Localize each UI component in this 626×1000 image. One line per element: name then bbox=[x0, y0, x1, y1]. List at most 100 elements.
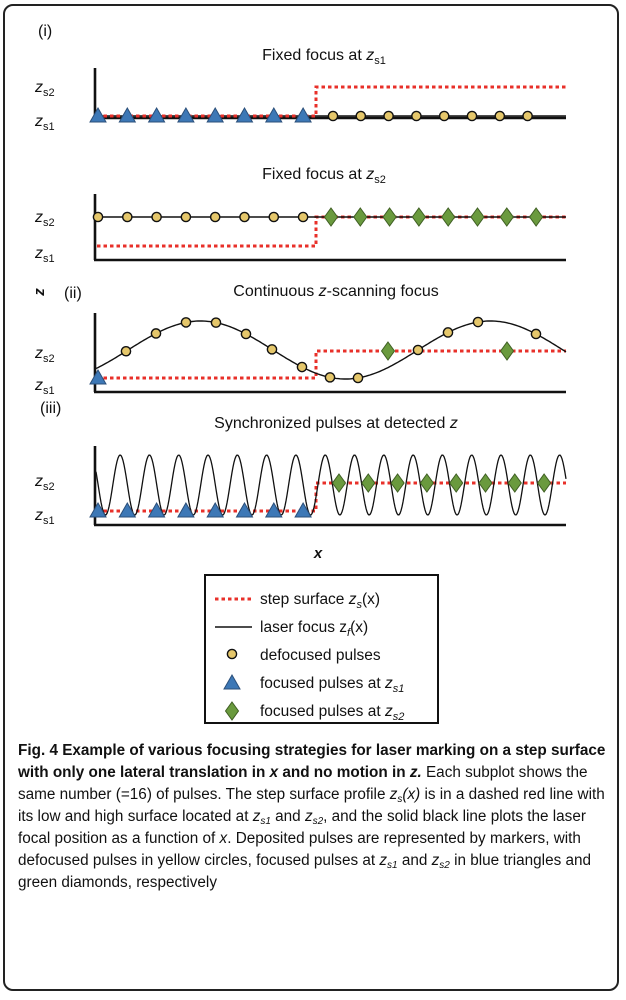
defocused-pulse-marker bbox=[442, 327, 454, 338]
focused-s2-pulse-marker bbox=[478, 473, 493, 493]
focused-s1-pulse-marker bbox=[294, 106, 312, 123]
focused-s1-pulse-marker bbox=[89, 368, 107, 385]
defocused-pulse-marker bbox=[266, 344, 278, 355]
panel-title-fixed-s2: Fixed focus at zs2 bbox=[262, 166, 386, 186]
tick-label-zs2: zs2 bbox=[34, 345, 55, 365]
focused-s2-pulse-marker bbox=[507, 473, 522, 493]
defocused-pulse-marker bbox=[151, 211, 162, 223]
x-axis-label: x bbox=[313, 545, 323, 562]
focused-s1-pulse-marker bbox=[294, 501, 312, 518]
focused-s2-pulse-marker bbox=[499, 341, 515, 361]
defocused-pulse-marker bbox=[268, 211, 280, 223]
defocused-pulse-marker bbox=[209, 211, 221, 223]
step-surface-line bbox=[97, 481, 566, 513]
panel-continuous-scanning: (ii) Continuous z-scanning focus zs2 zs1 bbox=[34, 283, 567, 397]
defocused-pulse-marker bbox=[383, 110, 394, 122]
defocused-pulse-marker bbox=[472, 316, 484, 328]
focused-s2-pulse-marker bbox=[536, 473, 552, 493]
tick-label-zs1: zs1 bbox=[34, 245, 55, 265]
caption-body: Each subplot shows the same number (=16)… bbox=[18, 764, 605, 891]
tick-label-zs2: zs2 bbox=[34, 473, 55, 493]
tick-label-zs2: zs2 bbox=[34, 209, 55, 229]
defocused-pulse-marker bbox=[180, 211, 192, 223]
panel-fixed-focus-s2: Fixed focus at zs2 zs2 zs1 bbox=[34, 166, 566, 265]
step-surface-line bbox=[97, 85, 566, 118]
panel-label-i: (i) bbox=[38, 23, 52, 40]
legend-focused-s2: focused pulses at zs2 bbox=[260, 703, 404, 723]
defocused-pulse-marker bbox=[327, 110, 339, 122]
focused-s1-pulse-marker bbox=[118, 501, 137, 518]
focused-s2-pulse-marker bbox=[441, 207, 456, 227]
focusing-strategies-figure: (i) Fixed focus at zs1 zs2 zs1 Fixed foc… bbox=[31, 23, 567, 724]
defocused-pulse-marker bbox=[411, 110, 422, 122]
focused-s2-pulse-marker bbox=[390, 473, 405, 493]
tick-label-zs1: zs1 bbox=[34, 507, 55, 527]
defocused-pulse-marker bbox=[239, 211, 250, 223]
focused-s1-pulse-marker bbox=[147, 501, 166, 518]
defocused-pulse-marker bbox=[494, 110, 506, 122]
defocused-pulse-marker bbox=[466, 110, 478, 122]
panel-title-iii: Synchronized pulses at detected z bbox=[214, 415, 458, 432]
focused-s1-pulse-marker bbox=[235, 106, 254, 123]
focused-s1-pulse-marker bbox=[177, 501, 195, 518]
defocused-pulse-marker bbox=[240, 328, 252, 340]
focused-s2-pulse-marker bbox=[323, 207, 339, 227]
legend-defocused: defocused pulses bbox=[260, 647, 381, 664]
focused-s1-pulse-marker bbox=[206, 501, 225, 518]
defocused-pulse-marker bbox=[296, 361, 308, 373]
panel-label-ii: (ii) bbox=[64, 285, 82, 302]
focused-s2-pulse-marker bbox=[353, 207, 368, 227]
focused-s2-pulse-marker bbox=[361, 473, 376, 493]
defocused-pulse-marker bbox=[92, 211, 104, 223]
focused-s1-pulse-marker bbox=[89, 106, 107, 123]
legend-circle-marker bbox=[226, 648, 238, 660]
focused-s2-pulse-marker bbox=[449, 473, 464, 493]
focused-s2-pulse-marker bbox=[419, 473, 435, 493]
tick-label-zs1: zs1 bbox=[34, 113, 55, 133]
defocused-pulse-marker bbox=[530, 328, 542, 340]
legend-diamond-marker bbox=[224, 701, 240, 721]
tick-label-zs1: zs1 bbox=[34, 377, 55, 397]
legend-focused-s1: focused pulses at zs1 bbox=[260, 675, 404, 695]
defocused-pulse-marker bbox=[120, 345, 132, 357]
focused-s2-pulse-marker bbox=[528, 207, 544, 227]
legend-triangle-marker bbox=[223, 673, 241, 690]
focused-s1-pulse-marker bbox=[223, 673, 241, 690]
defocused-pulse-marker bbox=[352, 372, 364, 384]
defocused-pulse-marker bbox=[355, 110, 367, 122]
defocused-pulse-marker bbox=[324, 372, 336, 383]
legend-laser-focus: laser focus zf(x) bbox=[260, 619, 368, 639]
legend-step-surface: step surface zs(x) bbox=[260, 591, 380, 611]
defocused-pulse-marker bbox=[226, 648, 238, 660]
focused-s1-pulse-marker bbox=[235, 501, 254, 518]
defocused-pulse-marker bbox=[150, 328, 162, 339]
focused-s1-pulse-marker bbox=[89, 501, 107, 518]
focused-s2-pulse-marker bbox=[499, 207, 514, 227]
defocused-pulse-marker bbox=[180, 317, 192, 328]
focused-s1-pulse-marker bbox=[264, 501, 283, 518]
y-axis-label: z bbox=[31, 288, 48, 297]
panel-label-iii: (iii) bbox=[40, 400, 61, 417]
defocused-pulse-marker bbox=[122, 211, 133, 223]
focused-s1-pulse-marker bbox=[118, 106, 137, 123]
step-surface-line bbox=[97, 349, 566, 380]
focused-s2-pulse-marker bbox=[380, 341, 396, 361]
figure-caption: Fig. 4 Example of various focusing strat… bbox=[18, 740, 610, 894]
laser-focus-oscillation bbox=[95, 454, 567, 516]
defocused-pulse-marker bbox=[438, 110, 450, 122]
panel-synchronized-pulses: (iii) Synchronized pulses at detected z … bbox=[34, 400, 567, 527]
focused-s2-pulse-marker bbox=[411, 207, 427, 227]
legend: step surface zs(x) laser focus zf(x) def… bbox=[204, 574, 439, 724]
focused-s2-pulse-marker bbox=[331, 473, 347, 493]
figure-frame bbox=[3, 4, 619, 991]
focused-s1-pulse-marker bbox=[206, 106, 225, 123]
caption-title: Fig. 4 Example of various focusing strat… bbox=[18, 742, 606, 781]
defocused-pulse-marker bbox=[412, 344, 424, 356]
focused-s2-pulse-marker bbox=[470, 207, 485, 227]
defocused-pulse-marker bbox=[210, 317, 222, 328]
defocused-pulse-marker bbox=[297, 211, 309, 223]
focused-s2-pulse-marker bbox=[224, 701, 240, 721]
panel-title-ii: Continuous z-scanning focus bbox=[233, 283, 438, 300]
focused-s1-pulse-marker bbox=[177, 106, 195, 123]
tick-label-zs2: zs2 bbox=[34, 79, 55, 99]
